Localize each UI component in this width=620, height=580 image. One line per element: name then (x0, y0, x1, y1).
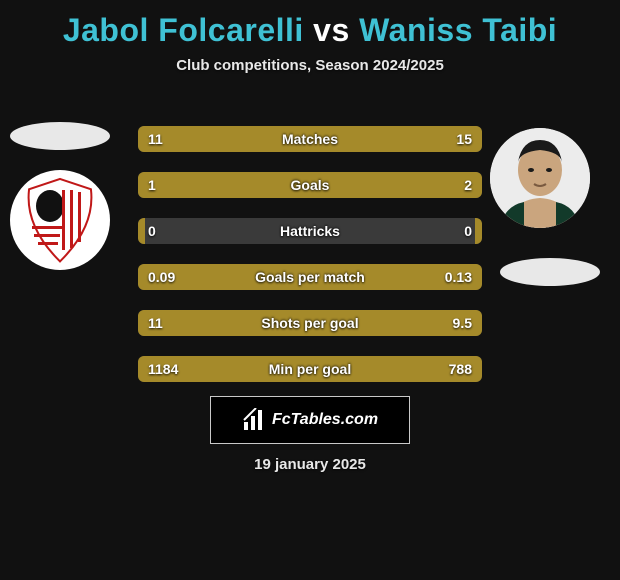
avatar-icon (490, 128, 590, 228)
stat-row: 1115Matches (138, 126, 482, 152)
stat-label: Hattricks (138, 218, 482, 244)
stat-row: 119.5Shots per goal (138, 310, 482, 336)
player2-name: Waniss Taibi (359, 12, 557, 48)
stat-row: 00Hattricks (138, 218, 482, 244)
stat-row: 1184788Min per goal (138, 356, 482, 382)
player1-shadow-oval (10, 122, 110, 150)
stat-row: 0.090.13Goals per match (138, 264, 482, 290)
stat-label: Shots per goal (138, 310, 482, 336)
stat-label: Min per goal (138, 356, 482, 382)
stat-label: Goals (138, 172, 482, 198)
subtitle: Club competitions, Season 2024/2025 (0, 57, 620, 74)
stat-row: 12Goals (138, 172, 482, 198)
stats-panel: 1115Matches 12Goals 00Hattricks 0.090.13Goa… (138, 126, 482, 402)
player1-club-badge (10, 170, 110, 270)
vs-text: vs (313, 12, 350, 48)
club-badge-icon (16, 176, 104, 264)
brand-box: FcTables.com (210, 396, 410, 444)
player2-shadow-oval (500, 258, 600, 286)
stat-label: Matches (138, 126, 482, 152)
player1-name: Jabol Folcarelli (63, 12, 304, 48)
brand-chart-icon (242, 408, 266, 432)
brand-text: FcTables.com (272, 411, 378, 429)
page-title: Jabol Folcarelli vs Waniss Taibi (0, 0, 620, 49)
stat-label: Goals per match (138, 264, 482, 290)
date-text: 19 january 2025 (0, 456, 620, 473)
player2-avatar (490, 128, 590, 228)
